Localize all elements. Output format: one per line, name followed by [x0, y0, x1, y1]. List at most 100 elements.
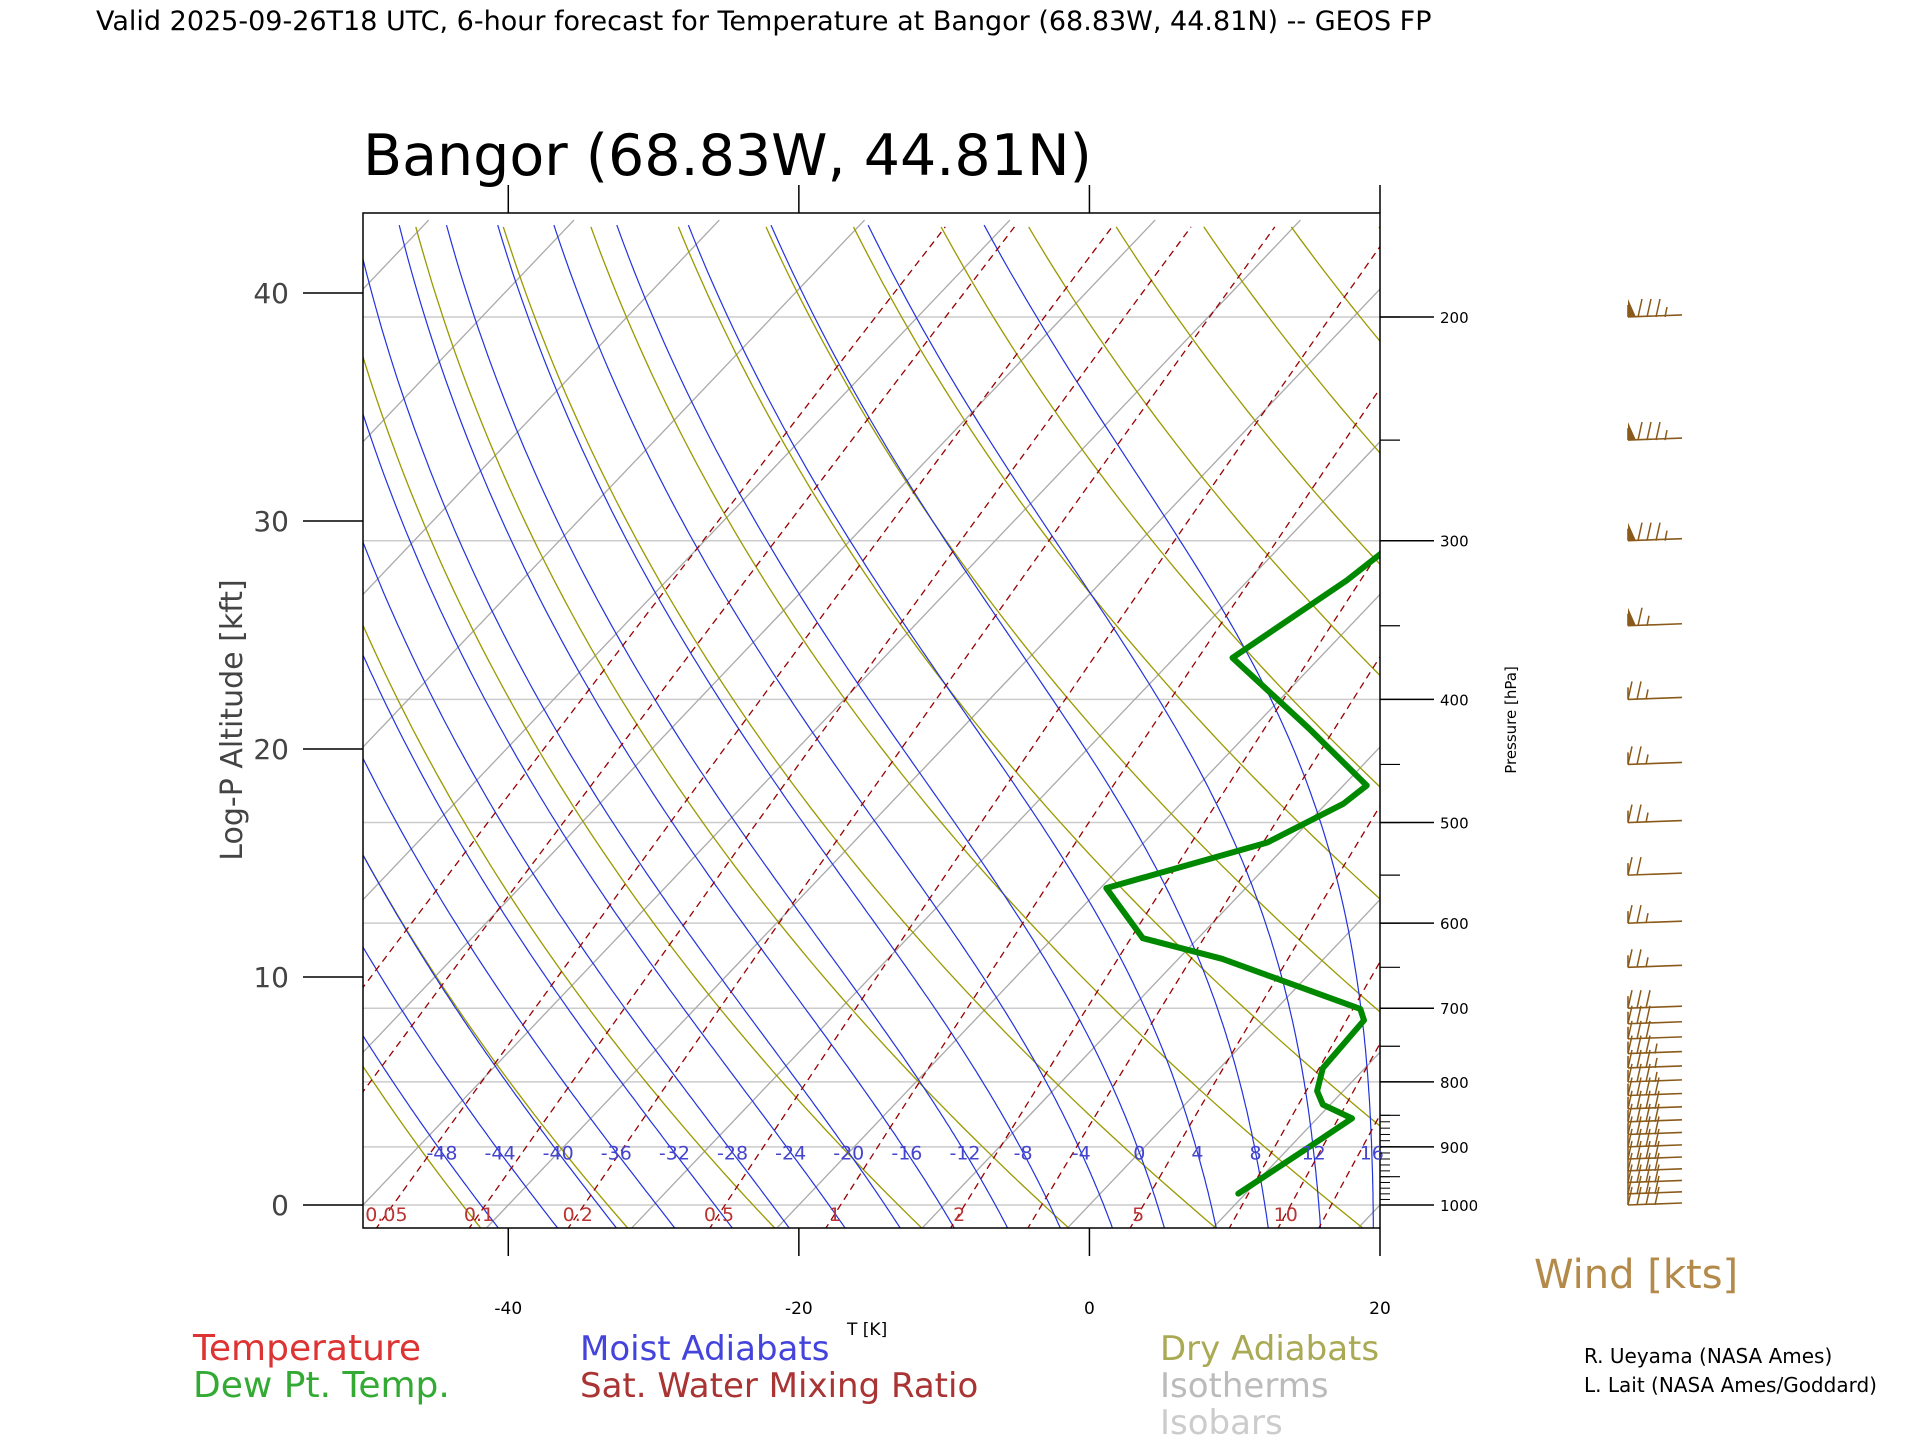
dry-adiabat-line [1642, 227, 1920, 1230]
isotherm-grid [0, 219, 1380, 1230]
wind-barb-full [1637, 421, 1643, 441]
wind-barb-full [1636, 1140, 1642, 1160]
wind-barb-full [1627, 856, 1633, 876]
wind-barb-full [1636, 990, 1642, 1009]
y-tick-label: 0 [271, 1189, 289, 1222]
pressure-axis-label: Pressure [hPa] [1502, 666, 1520, 774]
wind-barb-pennant [1628, 422, 1636, 441]
mixing-ratio-label: 1 [829, 1204, 841, 1226]
dry-adiabat-line [1028, 226, 1380, 677]
p-tick-label: 500 [1440, 815, 1469, 833]
wind-barb [1627, 1116, 1683, 1136]
p-tick-label: 600 [1440, 915, 1469, 933]
wind-barb [1627, 1090, 1683, 1110]
wind-barb-full [1627, 1152, 1633, 1172]
wind-barb-full [1627, 990, 1633, 1009]
moist-adiabat-line [983, 224, 1374, 1228]
wind-barb [1627, 746, 1683, 766]
wind-barb-half [1654, 1043, 1658, 1054]
wind-barb-full [1636, 1164, 1642, 1183]
y-tick-label: 10 [253, 961, 289, 994]
wind-barb-full [1654, 1140, 1660, 1160]
dry-adiabat-line [852, 226, 1380, 900]
wind-barb-full [1636, 746, 1642, 765]
mixing-ratio-line [709, 245, 1380, 1228]
dry-adiabat-line [1203, 226, 1380, 454]
wind-barb-full [1654, 1103, 1660, 1122]
wind-barb-full [1645, 1175, 1651, 1195]
wind-barb-half [1654, 1071, 1658, 1083]
wind-barb-full [1627, 1090, 1633, 1109]
wind-barb-full [1627, 804, 1633, 823]
wind-barb-half [1654, 1057, 1658, 1069]
moist-adiabat-label: 8 [1250, 1143, 1262, 1165]
wind-barb-full [1636, 1152, 1642, 1172]
wind-barb [1627, 1128, 1683, 1148]
wind-barb-shaft [1627, 622, 1683, 627]
station-title: Bangor (68.83W, 44.81N) [363, 123, 1092, 189]
mixing-ratio-line [1489, 227, 1920, 1230]
moist-adiabat-line [363, 653, 734, 1228]
mixing-ratio-line [1605, 227, 1920, 1230]
moist-adiabat-label: -32 [659, 1143, 690, 1165]
wind-barb [1627, 421, 1683, 441]
wind-barb-shaft [1627, 1005, 1683, 1010]
isotherm-line [485, 288, 1380, 1228]
wind-barb-half [1664, 530, 1668, 541]
wind-barb-shaft [1627, 437, 1683, 441]
wind-barb-full [1627, 1164, 1633, 1183]
moist-adiabat-line [445, 224, 1009, 1228]
wind-barb-full [1654, 1186, 1660, 1206]
dry-adiabat-line [363, 354, 923, 1228]
moist-adiabat-line [363, 1034, 500, 1228]
y-tick-label: 20 [253, 733, 289, 766]
wind-barb-half [1645, 689, 1649, 700]
mixing-ratio-label: 5 [1132, 1204, 1144, 1226]
mixing-ratio-lines [363, 226, 1920, 1230]
mixing-ratio-label: 0.5 [704, 1204, 734, 1226]
wind-barb-shaft [1627, 696, 1683, 701]
mixing-ratio-label: 0.2 [563, 1204, 593, 1226]
wind-barb-full [1627, 1175, 1633, 1195]
wind-barb-full [1636, 1175, 1642, 1195]
isotherm-line [0, 220, 138, 1230]
wind-barb [1627, 607, 1683, 627]
x-axis: -40 -20 0 20 [494, 185, 1391, 1319]
wind-barb-full [1646, 298, 1652, 318]
wind-barb-shaft [1627, 819, 1683, 824]
dry-adiabat-line [363, 623, 776, 1228]
moist-adiabat-line [553, 224, 1114, 1228]
mixing-ratio-line [363, 226, 1016, 1093]
wind-barb-pennant [1628, 522, 1636, 541]
mixing-ratio-label: 0.05 [365, 1204, 407, 1226]
isotherm-line [363, 219, 1011, 901]
wind-barb-full [1636, 1005, 1642, 1024]
wind-barb-full [1627, 1063, 1633, 1083]
wind-barb-full [1636, 1090, 1642, 1109]
p-tick-label: 800 [1440, 1074, 1469, 1092]
mixing-ratio-line [363, 226, 946, 989]
dewpoint-trace [1103, 550, 1380, 1197]
wind-barb-full [1645, 1103, 1651, 1122]
x-tick-label: 0 [1084, 1299, 1095, 1319]
wind-barb-pennant [1628, 298, 1636, 317]
legend-temperature: Temperature [192, 1328, 421, 1369]
dry-adiabat-line [0, 227, 335, 1230]
wind-barb-full [1645, 1128, 1651, 1148]
wind-barb-shaft [1627, 872, 1683, 876]
wind-barb-full [1645, 1116, 1651, 1135]
isotherm-line [363, 219, 866, 748]
wind-barb-full [1646, 522, 1652, 541]
wind-barb-shaft [1627, 761, 1683, 766]
wind-barb [1627, 522, 1683, 542]
mixing-ratio-line [949, 549, 1380, 1228]
wind-barb-full [1627, 1140, 1633, 1160]
wind-barb-full [1636, 804, 1642, 823]
wind-barb-full [1636, 1116, 1642, 1135]
wind-barb [1627, 804, 1683, 824]
wind-barb-full [1654, 1175, 1660, 1195]
mixing-ratio-line [1027, 655, 1380, 1228]
wind-barb-half [1645, 912, 1649, 924]
isotherm-line [363, 219, 575, 443]
wind-barb-full [1655, 522, 1661, 541]
